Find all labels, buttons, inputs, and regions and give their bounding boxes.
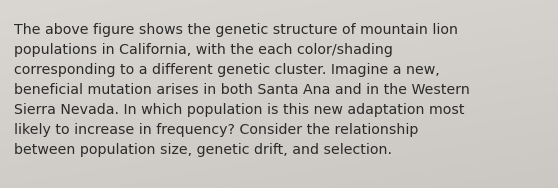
Text: The above figure shows the genetic structure of mountain lion
populations in Cal: The above figure shows the genetic struc…	[14, 23, 470, 157]
